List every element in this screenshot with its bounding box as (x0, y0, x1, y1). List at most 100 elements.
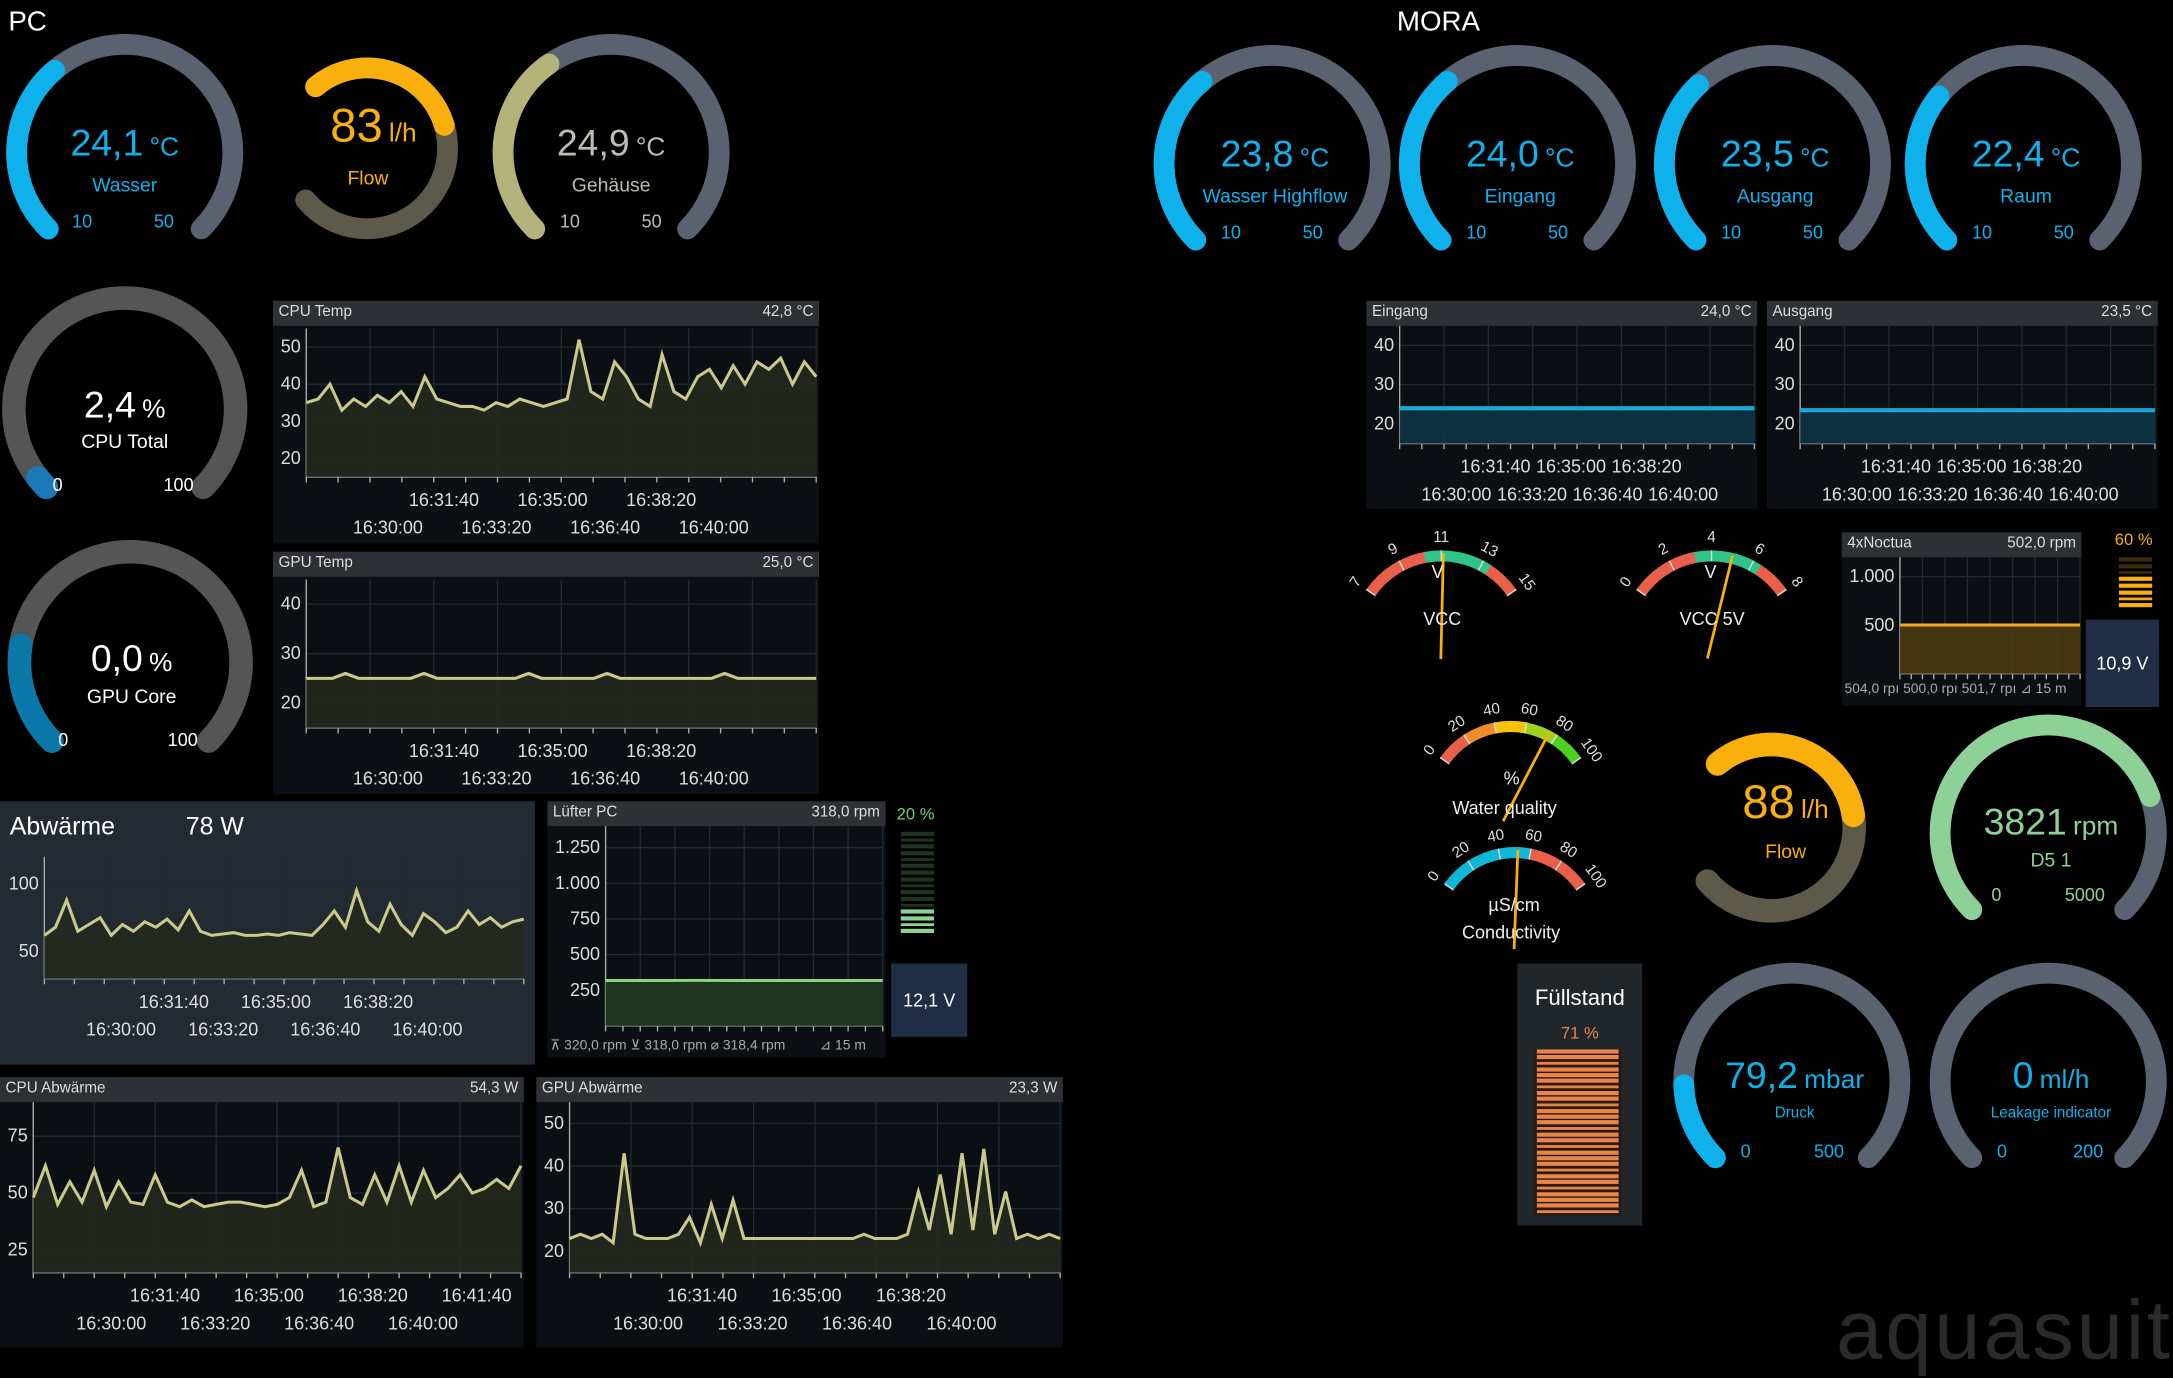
gauge-value: 79,2 (1725, 1055, 1798, 1097)
y-tick-label: 1.000 (555, 873, 600, 893)
x-tick-label: 16:40:00 (388, 1313, 458, 1333)
x-tick-label: 16:31:40 (1861, 457, 1931, 477)
series-area (1900, 625, 2080, 674)
fan-bar-segment (901, 871, 934, 875)
meter-arc-segment (1449, 865, 1472, 887)
gauge-flow-pc: 83 l/h Flow (240, 28, 496, 278)
gauge-min: 10 (1466, 222, 1486, 243)
gauge-min: 10 (1972, 222, 1992, 243)
gauge-unit: l/h (389, 119, 417, 148)
series-area (606, 980, 883, 1025)
x-tick-label: 16:36:40 (1573, 484, 1643, 504)
gauge-max: 50 (2054, 222, 2074, 243)
x-tick-label: 16:38:20 (2012, 457, 2082, 477)
x-tick-label: 16:36:40 (822, 1313, 892, 1333)
fan-bar-segment (901, 903, 934, 907)
tank-segment (1537, 1121, 1619, 1125)
y-tick-label: 50 (544, 1113, 564, 1133)
tank-segment (1537, 1055, 1619, 1059)
x-tick-label: 16:31:40 (409, 490, 479, 510)
x-tick-label: 16:35:00 (518, 490, 588, 510)
meter-arc-segment (1488, 570, 1512, 593)
tank-segment (1537, 1168, 1619, 1172)
x-tick-label: 16:33:20 (180, 1313, 250, 1333)
gauge-raum: 22,4 °C Raum 10 50 (1901, 0, 2150, 277)
fan-bar-segment (901, 890, 934, 894)
meter-arc-segment (1445, 739, 1468, 761)
y-tick-label: 1.250 (555, 837, 600, 857)
x-tick-label: 16:38:20 (343, 992, 413, 1012)
meter-tick-label: 0 (1420, 742, 1439, 759)
gauge-value: 3821 (1984, 801, 2067, 843)
fan-min: 500,0 rpı (1903, 682, 1958, 697)
x-tick-label: 16:30:00 (613, 1313, 683, 1333)
x-tick-label: 16:35:00 (518, 741, 588, 761)
x-tick-label: 16:36:40 (570, 518, 640, 538)
fan-percent: 60 % (2115, 530, 2153, 549)
tank-segment (1537, 1133, 1619, 1137)
meter-tick-label: 80 (1557, 838, 1580, 861)
meter-tick-label: 60 (1524, 826, 1544, 846)
x-tick-label: 16:31:40 (130, 1286, 200, 1306)
gauge-min: 0 (1991, 884, 2001, 905)
x-tick-label: 16:30:00 (1822, 484, 1892, 504)
y-tick-label: 50 (281, 337, 301, 357)
gauge-min: 10 (1721, 222, 1741, 243)
x-tick-label: 16:38:20 (338, 1286, 408, 1306)
fullstand-title: Füllstand (1517, 987, 1642, 1012)
meter-label: VCC (1423, 609, 1461, 630)
tank-segment (1537, 1085, 1619, 1089)
fan-bar-segment (2119, 590, 2152, 594)
fan-bar-segment (901, 897, 934, 901)
tank-segment (1537, 1204, 1619, 1208)
fan-avg: 501,7 rpı (1962, 682, 2017, 697)
gauge-unit: °C (1800, 144, 1830, 173)
x-tick-label: 16:40:00 (679, 518, 749, 538)
gauge-value: 23,5 (1721, 133, 1794, 175)
meter-label: Conductivity (1462, 922, 1560, 943)
tank-segment (1537, 1192, 1619, 1196)
y-tick-label: 20 (281, 693, 301, 713)
x-tick-label: 16:35:00 (1936, 457, 2006, 477)
tank-segment (1537, 1186, 1619, 1190)
fan-min: ⊻ 318,0 rpm (630, 1038, 706, 1053)
fullstand-panel: Füllstand 71 % (1517, 963, 1642, 1225)
meter-tick-label: 20 (1445, 712, 1468, 735)
meter-arc-segment (1665, 557, 1696, 569)
y-tick-label: 20 (281, 448, 301, 468)
gauge-max: 100 (168, 729, 198, 750)
meter-unit: V (1705, 561, 1717, 582)
meter-arc-segment (1394, 557, 1425, 569)
meter-tick-label: 11 (1433, 529, 1449, 546)
x-tick-label: 16:40:00 (392, 1020, 462, 1040)
gauge-value: 24,0 (1466, 133, 1539, 175)
fan-bar-segment (2119, 564, 2152, 568)
tank-segment (1537, 1174, 1619, 1178)
fan-range: ⊿ 15 m (820, 1038, 866, 1053)
gauge-value: 0 (2013, 1055, 2034, 1097)
y-tick-label: 40 (1775, 335, 1795, 355)
gauge-unit: °C (1545, 144, 1575, 173)
fan-bar-segment (901, 884, 934, 888)
gauge-min: 10 (560, 211, 580, 232)
gauge-unit: ml/h (2040, 1066, 2090, 1095)
tank-segment (1537, 1097, 1619, 1101)
tank-segment (1537, 1073, 1619, 1077)
tank-segment (1537, 1180, 1619, 1184)
tank-segment (1537, 1079, 1619, 1083)
gauge-value: 24,9 (557, 122, 630, 164)
x-tick-label: 16:36:40 (570, 769, 640, 789)
meter-tick-label: 40 (1486, 826, 1506, 846)
x-tick-label: 16:38:20 (626, 490, 696, 510)
x-tick-label: 16:30:00 (353, 518, 423, 538)
y-tick-label: 30 (544, 1198, 564, 1218)
